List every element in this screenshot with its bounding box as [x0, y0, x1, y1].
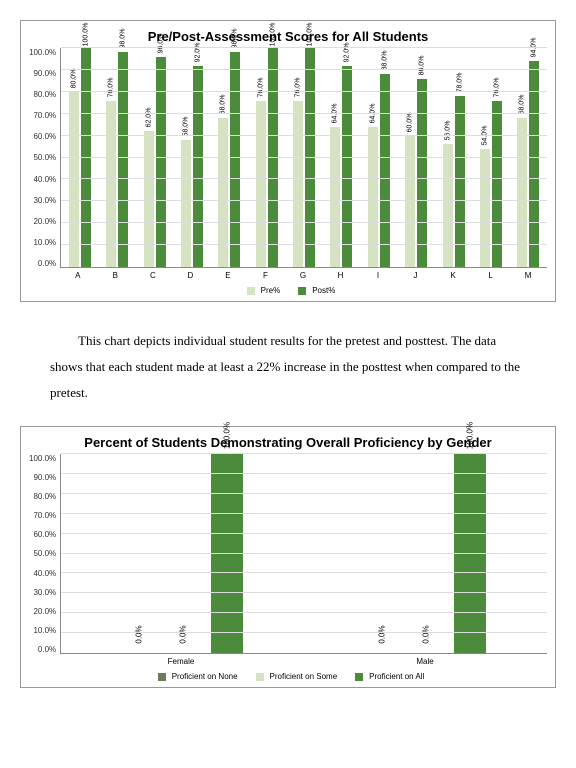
chart2-bars: 0.0%0.0%100.0%0.0%0.0%100.0% — [61, 454, 547, 653]
chart1-plot: 100.0%90.0%80.0%70.0%60.0%50.0%40.0%30.0… — [29, 48, 547, 268]
chart2-yaxis: 100.0%90.0%80.0%70.0%60.0%50.0%40.0%30.0… — [29, 454, 60, 654]
chart1-grid: 80.0%100.0%76.0%98.0%62.0%96.0%58.0%92.0… — [60, 48, 547, 268]
chart1-xaxis: ABCDEFGHIJKLM — [59, 268, 547, 280]
chart2-legend: Proficient on NoneProficient on SomeProf… — [29, 666, 547, 683]
caption-text: This chart depicts individual student re… — [20, 314, 556, 426]
chart1-legend: Pre%Post% — [29, 280, 547, 297]
chart1-title: Pre/Post-Assessment Scores for All Stude… — [29, 29, 547, 44]
chart1-bars: 80.0%100.0%76.0%98.0%62.0%96.0%58.0%92.0… — [61, 48, 547, 267]
chart2-grid: 0.0%0.0%100.0%0.0%0.0%100.0% — [60, 454, 547, 654]
chart1-yaxis: 100.0%90.0%80.0%70.0%60.0%50.0%40.0%30.0… — [29, 48, 60, 268]
chart2-plot: 100.0%90.0%80.0%70.0%60.0%50.0%40.0%30.0… — [29, 454, 547, 654]
chart2-xaxis: FemaleMale — [59, 654, 547, 666]
chart-proficiency-gender: Percent of Students Demonstrating Overal… — [20, 426, 556, 688]
chart-pre-post: Pre/Post-Assessment Scores for All Stude… — [20, 20, 556, 302]
